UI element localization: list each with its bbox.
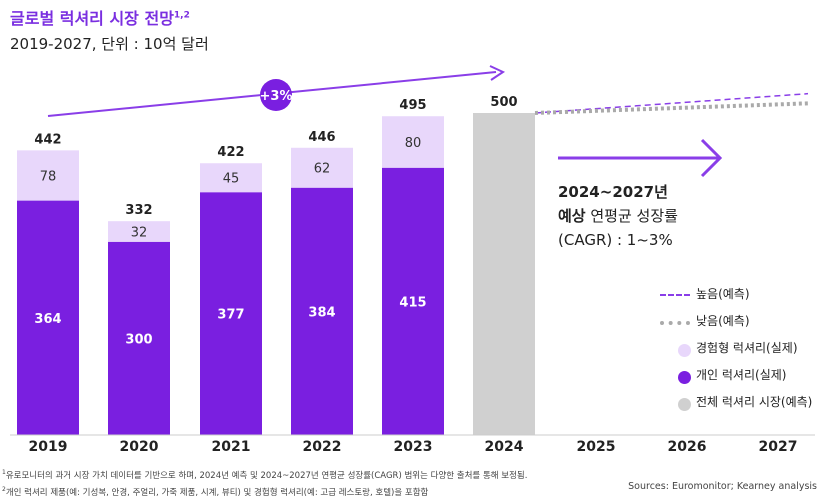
- trend-arrow-head-icon: [489, 65, 506, 81]
- label-personal-2021: 377: [217, 308, 244, 323]
- cagr-value: (CAGR) : 1~3%: [558, 231, 673, 249]
- x-tick-2027: 2027: [759, 439, 798, 455]
- footnote-1: 1유로모니터의 과거 시장 가치 데이터를 기반으로 하며, 2024년 예측 …: [2, 469, 528, 481]
- dotted-line-icon: [660, 315, 690, 327]
- label-total-2021: 422: [217, 145, 244, 160]
- x-tick-2022: 2022: [303, 439, 342, 455]
- growth-badge-label: +3%: [260, 89, 293, 104]
- label-total-2023: 495: [399, 98, 426, 113]
- light-purple-dot-icon: [660, 342, 691, 357]
- label-experiential-2019: 78: [40, 169, 57, 184]
- forecast-line-low: [534, 101, 809, 115]
- purple-dot-icon: [660, 369, 691, 384]
- label-personal-2022: 384: [308, 305, 335, 320]
- x-tick-2025: 2025: [577, 439, 616, 455]
- label-experiential-2023: 80: [405, 136, 422, 151]
- x-tick-2021: 2021: [212, 439, 251, 455]
- bar-forecast-2024: [473, 113, 535, 435]
- label-personal-2023: 415: [399, 295, 426, 310]
- sources: Sources: Euromonitor; Kearney analysis: [628, 481, 817, 492]
- bar-experiential-2020: [108, 221, 170, 242]
- label-total-2022: 446: [308, 130, 335, 145]
- label-total-2020: 332: [125, 203, 152, 218]
- bar-experiential-2021: [200, 163, 262, 193]
- bar-personal-2020: [108, 241, 170, 435]
- bar-personal-2022: [291, 187, 353, 435]
- bar-personal-2023: [382, 167, 444, 436]
- label-personal-2020: 300: [125, 332, 152, 347]
- label-personal-2019: 364: [34, 312, 61, 327]
- label-experiential-2022: 62: [314, 162, 331, 177]
- x-tick-2026: 2026: [668, 439, 707, 455]
- cagr-period: 2024~2027년: [558, 183, 668, 201]
- bar-personal-2019: [17, 200, 79, 435]
- dashed-line-icon: [660, 288, 690, 300]
- chart-subtitle: 2019-2027, 단위 : 10억 달러: [10, 35, 209, 53]
- gray-dot-icon: [660, 396, 691, 411]
- label-experiential-2020: 32: [131, 225, 148, 240]
- x-tick-2020: 2020: [120, 439, 159, 455]
- x-tick-2023: 2023: [394, 439, 433, 455]
- bar-experiential-2023: [382, 116, 444, 168]
- x-tick-2024: 2024: [485, 439, 524, 455]
- cagr-annotation: 2024~2027년 예상 연평균 성장률 (CAGR) : 1~3%: [558, 180, 678, 252]
- footnote-2: 2개인 럭셔리 제품(예: 기성복, 안경, 주얼리, 가죽 제품, 시계, 뷰…: [2, 485, 429, 498]
- forecast-line-high: [534, 92, 809, 114]
- bar-personal-2021: [200, 192, 262, 435]
- footnotes: 1유로모니터의 과거 시장 가치 데이터를 기반으로 하며, 2024년 예측 …: [2, 466, 527, 500]
- chart-title: 글로벌 럭셔리 시장 전망1,2: [10, 9, 190, 28]
- x-tick-2019: 2019: [29, 439, 68, 455]
- bar-experiential-2022: [291, 147, 353, 188]
- bar-experiential-2019: [17, 150, 79, 201]
- cagr-description: 예상 연평균 성장률: [558, 207, 678, 225]
- label-experiential-2021: 45: [223, 172, 240, 187]
- label-total-2019: 442: [34, 132, 61, 147]
- label-total-2024: 500: [490, 95, 517, 110]
- forecast-arrow-head-icon: [700, 138, 723, 178]
- growth-badge: [260, 79, 292, 111]
